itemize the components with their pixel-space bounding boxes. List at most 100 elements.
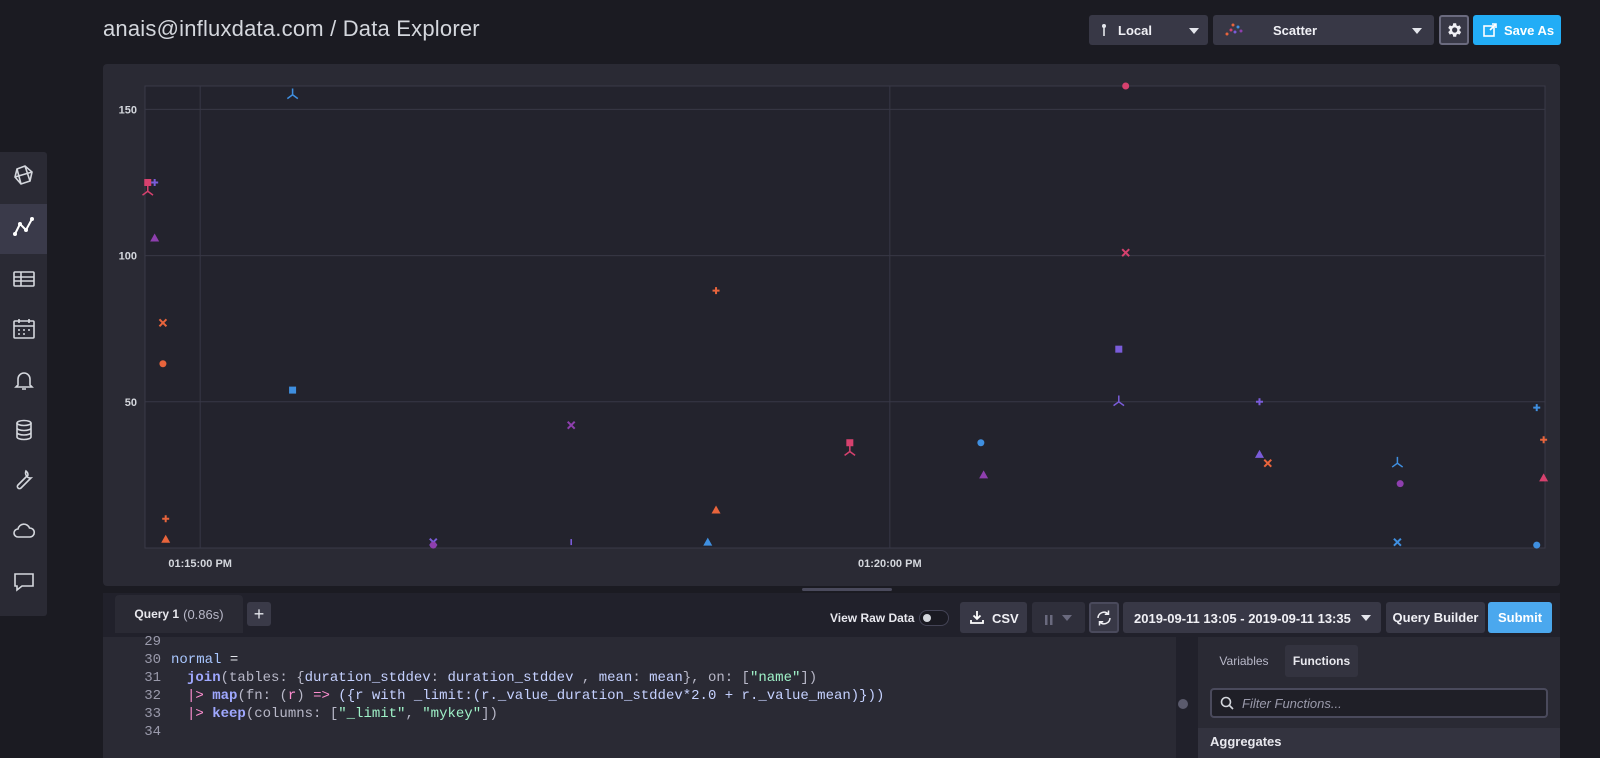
refresh-icon (1095, 609, 1113, 627)
bell-icon (12, 368, 36, 397)
pin-icon (1100, 23, 1108, 37)
scatter-point (1254, 449, 1264, 458)
sidebar-item-data[interactable] (0, 407, 47, 457)
code-token: (tables: { (220, 670, 305, 686)
external-link-icon (1483, 23, 1497, 37)
code-token: : (632, 670, 650, 686)
code-token: r (287, 688, 297, 704)
scatter-point (159, 360, 167, 368)
toggle-knob (923, 614, 931, 622)
scatter-point (712, 287, 720, 295)
tab-variables-label: Variables (1219, 654, 1269, 668)
autorefresh-dropdown[interactable] (1032, 602, 1085, 633)
scatter-point (570, 539, 573, 546)
tab-variables[interactable]: Variables (1206, 645, 1282, 677)
tab-functions[interactable]: Functions (1285, 645, 1358, 677)
submit-button[interactable]: Submit (1488, 602, 1552, 633)
filter-functions-input[interactable] (1240, 694, 1540, 712)
scatter-plot[interactable]: 50 100 150 01:15:00 PM 01:20:00 PM (103, 64, 1560, 586)
csv-download-button[interactable]: CSV (960, 602, 1027, 633)
sidebar-item-settings[interactable] (0, 457, 47, 507)
sidebar-item-tasks[interactable] (0, 306, 47, 356)
scatter-point (711, 505, 721, 514)
source-dropdown[interactable]: Local (1089, 15, 1208, 45)
tab-functions-label: Functions (1292, 654, 1351, 668)
code-token: = (221, 652, 239, 668)
code-token: (fn: ( (237, 688, 288, 704)
page-title: anais@influxdata.com / Data Explorer (103, 16, 480, 41)
y-tick-label: 50 (125, 397, 137, 409)
filter-functions-field[interactable] (1210, 688, 1548, 718)
sidebar-item-data-explorer[interactable] (0, 204, 47, 254)
scatter-point (703, 537, 713, 546)
sidebar-item-dashboards[interactable] (0, 256, 47, 306)
code-token: keep (212, 706, 246, 722)
query-tab[interactable]: Query 1 (0.86s) (115, 595, 243, 633)
line-number: 33 (144, 706, 161, 722)
flux-editor[interactable]: 29 30 31 32 33 34 normal = join(tables: … (103, 634, 1176, 758)
scatter-point (162, 515, 170, 523)
cloud-icon (12, 519, 36, 548)
scatter-point (566, 420, 576, 430)
visualization-type-dropdown[interactable]: Scatter (1213, 15, 1434, 45)
plus-icon: + (253, 604, 265, 624)
scatter-point (846, 439, 854, 447)
view-raw-data-toggle[interactable] (919, 610, 949, 626)
scatter-point (151, 178, 159, 186)
sidebar-item-alerts[interactable] (0, 357, 47, 407)
scatter-point (142, 184, 154, 196)
code-line-33: |> keep(columns: ["_limit", "mykey"]) (187, 706, 498, 722)
scatter-point (1113, 395, 1125, 407)
sidebar-item-home[interactable] (0, 152, 47, 202)
code-line-30: normal = (171, 652, 238, 668)
graph-panel: 50 100 150 01:15:00 PM 01:20:00 PM (103, 64, 1560, 586)
query-builder-label: Query Builder (1392, 610, 1479, 625)
scatter-point (1121, 248, 1130, 257)
time-range-label: 2019-09-11 13:05 - 2019-09-11 13:35 (1134, 611, 1351, 626)
code-token: ]) (481, 706, 498, 722)
scatter-point (429, 541, 437, 549)
scrollbar-thumb[interactable] (1178, 699, 1188, 709)
editor-scrollbar[interactable] (1176, 637, 1190, 758)
x-tick-label: 01:20:00 PM (858, 558, 922, 570)
settings-button[interactable] (1439, 15, 1469, 45)
code-token: , (573, 670, 599, 686)
scatter-point (150, 233, 160, 242)
calendar-icon (12, 317, 36, 346)
sidebar-item-cloud[interactable] (0, 508, 47, 558)
wrench-icon (12, 468, 36, 497)
code-token: |> (187, 706, 204, 722)
query-builder-button[interactable]: Query Builder (1386, 602, 1485, 633)
add-query-button[interactable]: + (247, 602, 271, 626)
code-token: , (405, 706, 423, 722)
database-icon (12, 418, 36, 447)
chevron-down-icon (1189, 28, 1199, 34)
scatter-point (1539, 473, 1549, 482)
resize-handle[interactable] (802, 588, 892, 591)
scatter-point (1533, 541, 1541, 549)
scatter-point (1540, 436, 1548, 444)
chevron-down-icon (1361, 615, 1371, 621)
code-line-31: join(tables: {duration_stddev: duration_… (187, 670, 817, 686)
logo-icon (12, 163, 36, 192)
search-icon (1220, 696, 1234, 710)
sidebar-item-feedback[interactable] (0, 559, 47, 609)
code-token: duration_stddev (304, 670, 431, 686)
save-as-label: Save As (1504, 23, 1555, 38)
time-range-dropdown[interactable]: 2019-09-11 13:05 - 2019-09-11 13:35 (1123, 602, 1381, 633)
line-number: 29 (144, 634, 161, 650)
code-token: |> (187, 688, 204, 704)
csv-label: CSV (992, 611, 1019, 626)
scatter-point (977, 439, 985, 447)
query-tab-label: Query 1 (134, 607, 180, 621)
code-token: (columns: [ (245, 706, 339, 722)
plot-area (144, 85, 1546, 549)
scatter-point (1391, 456, 1404, 468)
query-panel: Query 1 (0.86s) + View Raw Data CSV 2019… (103, 593, 1560, 758)
refresh-button[interactable] (1089, 602, 1119, 633)
aggregates-section-header[interactable]: Aggregates (1198, 728, 1560, 758)
save-as-button[interactable]: Save As (1473, 15, 1561, 45)
code-token: "_limit" (338, 706, 406, 722)
download-icon (970, 610, 984, 624)
code-token: }, on: [ (682, 670, 750, 686)
